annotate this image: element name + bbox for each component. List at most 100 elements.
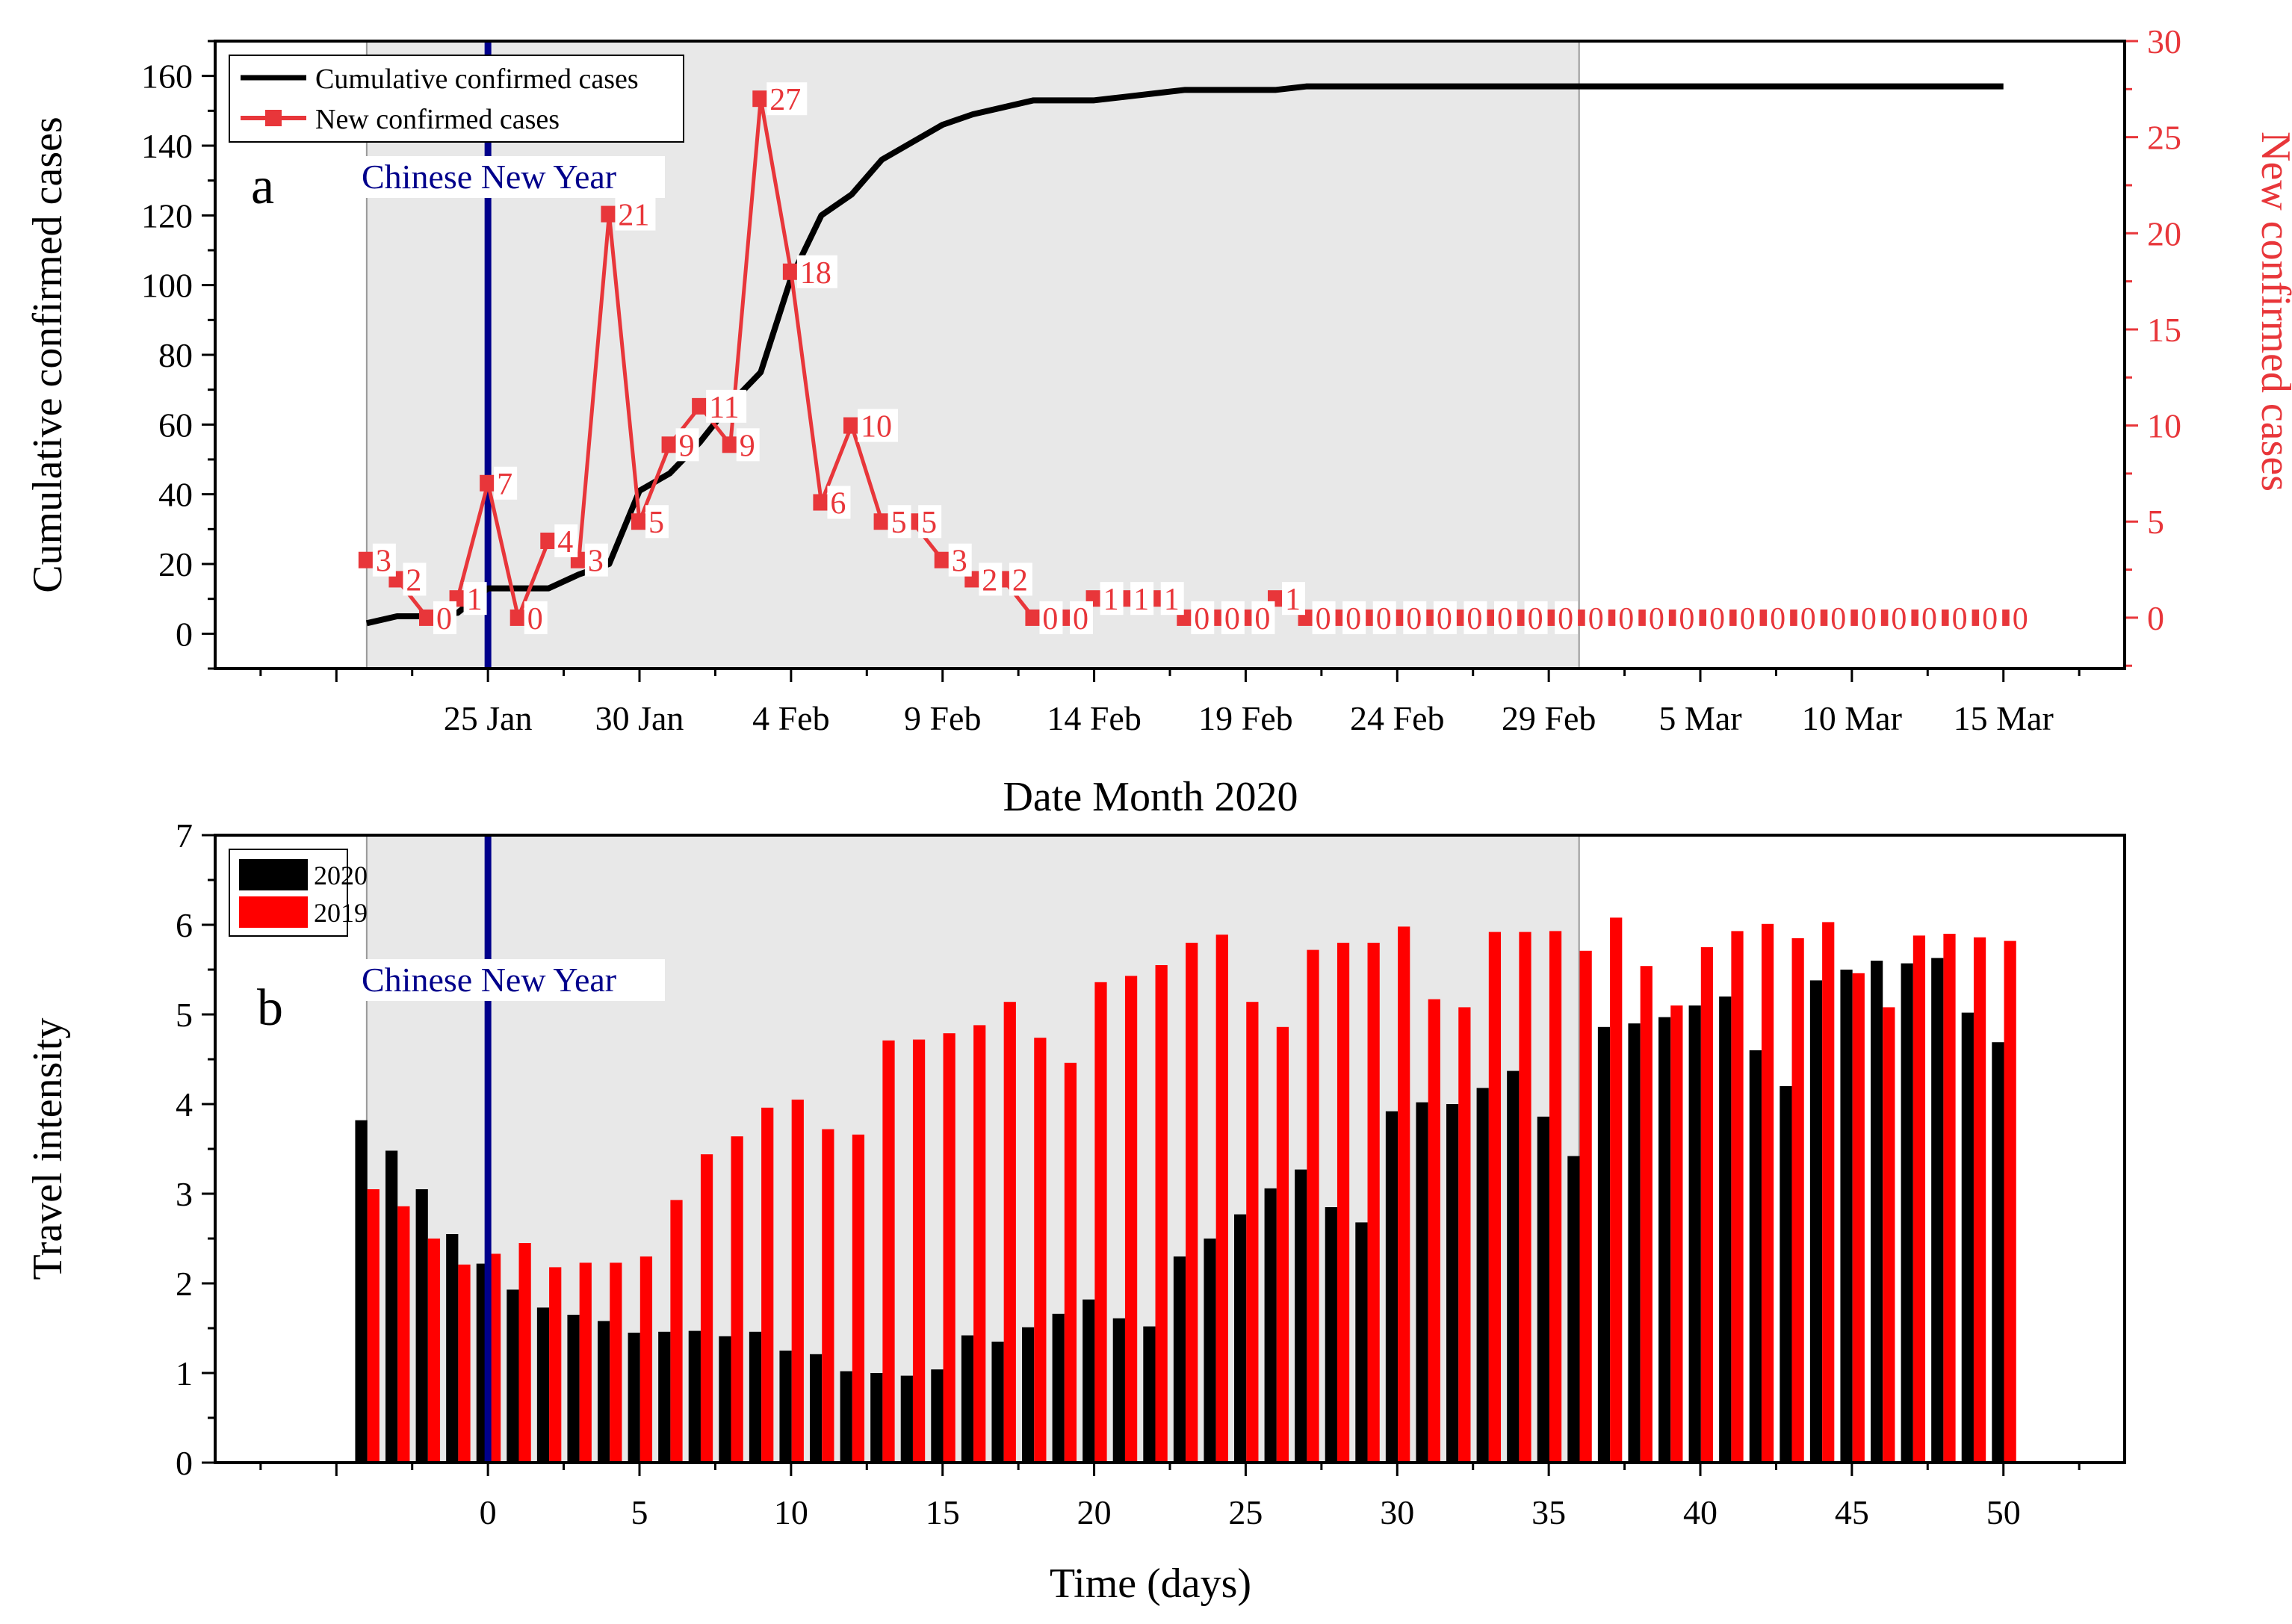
shaded-period <box>366 41 1579 669</box>
x-tick-label: 15 <box>926 1493 960 1531</box>
data-label-background <box>494 466 518 500</box>
cny-label: Chinese New Year <box>362 158 616 196</box>
data-label: 0 <box>1224 602 1240 636</box>
bar-2019 <box>458 1264 471 1463</box>
cny-label-background <box>357 959 665 1001</box>
data-label-background <box>372 543 396 577</box>
data-label-background <box>675 428 699 462</box>
bar-2020 <box>961 1335 974 1463</box>
bar-2019 <box>1943 934 1956 1463</box>
bar-2020 <box>1840 970 1853 1463</box>
new-cases-marker <box>480 474 497 492</box>
data-label: 11 <box>709 391 739 425</box>
data-label-background <box>1585 601 1608 634</box>
bar-2019 <box>912 1039 926 1463</box>
bar-2019 <box>427 1239 441 1463</box>
data-label-background <box>858 409 898 442</box>
bar-2019 <box>1064 1062 1077 1463</box>
data-label: 1 <box>1133 583 1149 617</box>
data-label: 5 <box>921 506 937 540</box>
data-label-background <box>433 601 456 634</box>
y-axis-title: Cumulative confirmed cases <box>25 117 71 593</box>
new-cases-marker <box>661 436 678 453</box>
data-label: 0 <box>1528 602 1543 636</box>
data-label: 0 <box>1437 602 1452 636</box>
bar-2020 <box>1597 1026 1611 1463</box>
bar-2019 <box>518 1243 531 1463</box>
bar-2020 <box>1112 1318 1125 1463</box>
x-tick-label: 30 <box>1380 1493 1414 1531</box>
bar-2020 <box>536 1307 550 1463</box>
data-label: 10 <box>861 410 892 444</box>
bar-2019 <box>1640 966 1653 1463</box>
data-label: 0 <box>1800 602 1816 636</box>
data-label-background <box>1251 601 1275 634</box>
cny-label-background <box>357 156 665 198</box>
y-tick-label: 140 <box>141 127 193 165</box>
data-label-background <box>1706 601 1729 634</box>
data-label: 4 <box>557 525 573 560</box>
data-label-background <box>463 582 487 616</box>
bar-2019 <box>1186 943 1198 1463</box>
data-label: 1 <box>1103 583 1119 617</box>
legend-swatch-2020 <box>239 859 308 890</box>
data-label: 0 <box>1618 602 1634 636</box>
data-label: 0 <box>1891 602 1907 636</box>
bar-2020 <box>1992 1042 2004 1463</box>
x-tick-label: 14 Feb <box>1047 699 1142 737</box>
bar-2020 <box>931 1369 944 1463</box>
y-tick-label: 5 <box>176 996 193 1034</box>
data-label-background <box>1736 601 1760 634</box>
y-tick-label: 120 <box>141 196 193 235</box>
data-label-background <box>1039 601 1063 634</box>
data-label: 0 <box>1073 602 1088 636</box>
data-label: 6 <box>830 487 846 521</box>
bar-2019 <box>1124 976 1138 1463</box>
y-tick-label: 100 <box>141 267 193 305</box>
data-label: 9 <box>679 429 695 463</box>
bar-2019 <box>488 1253 501 1463</box>
data-label-background <box>554 524 578 557</box>
data-label: 1 <box>1164 583 1180 617</box>
data-label-background <box>1857 601 1881 634</box>
data-label-background <box>1615 601 1639 634</box>
x-tick-label: 25 Jan <box>444 699 533 737</box>
bar-2019 <box>1852 973 1865 1463</box>
bar-2019 <box>1034 1038 1047 1463</box>
y-tick-label: 6 <box>176 906 193 944</box>
y-tick-label: 160 <box>141 58 193 96</box>
x-tick-label: 10 <box>774 1493 808 1531</box>
x-tick-label: 50 <box>1986 1493 2021 1531</box>
data-label-background <box>948 543 972 577</box>
bar-2019 <box>943 1033 955 1463</box>
panel-a-cases-chart: 25 Jan 30 Jan 4 Feb 9 Feb 14 Feb 19 Feb 24 Feb… <box>25 22 2292 820</box>
data-label-background <box>706 389 747 423</box>
data-label-background <box>1979 601 2003 634</box>
x-tick-label: 0 <box>480 1493 497 1531</box>
data-label: 3 <box>588 545 604 579</box>
data-label: 0 <box>1649 602 1664 636</box>
data-label: 1 <box>467 583 483 617</box>
bar-2019 <box>1822 922 1835 1463</box>
x-tick-label: 5 <box>631 1493 648 1531</box>
data-label: 9 <box>740 429 755 463</box>
data-label: 0 <box>1740 602 1756 636</box>
data-label-background <box>403 562 427 596</box>
bar-2019 <box>1549 931 1562 1463</box>
bar-2020 <box>1507 1070 1520 1463</box>
bar-2020 <box>1204 1239 1216 1463</box>
x-tick-label: 4 Feb <box>752 699 830 737</box>
data-label: 0 <box>1709 602 1725 636</box>
bar-2020 <box>1931 958 1944 1463</box>
data-label-background <box>1918 601 1942 634</box>
bar-2020 <box>1416 1102 1428 1463</box>
bar-2020 <box>840 1371 852 1463</box>
x-tick-label: 20 <box>1077 1493 1112 1531</box>
data-label-background <box>918 505 942 539</box>
x-tick-label: 29 Feb <box>1502 699 1596 737</box>
data-label-background <box>796 255 837 288</box>
y-tick-label: 2 <box>176 1265 193 1303</box>
bar-2019 <box>610 1262 622 1463</box>
bar-2020 <box>810 1354 823 1463</box>
